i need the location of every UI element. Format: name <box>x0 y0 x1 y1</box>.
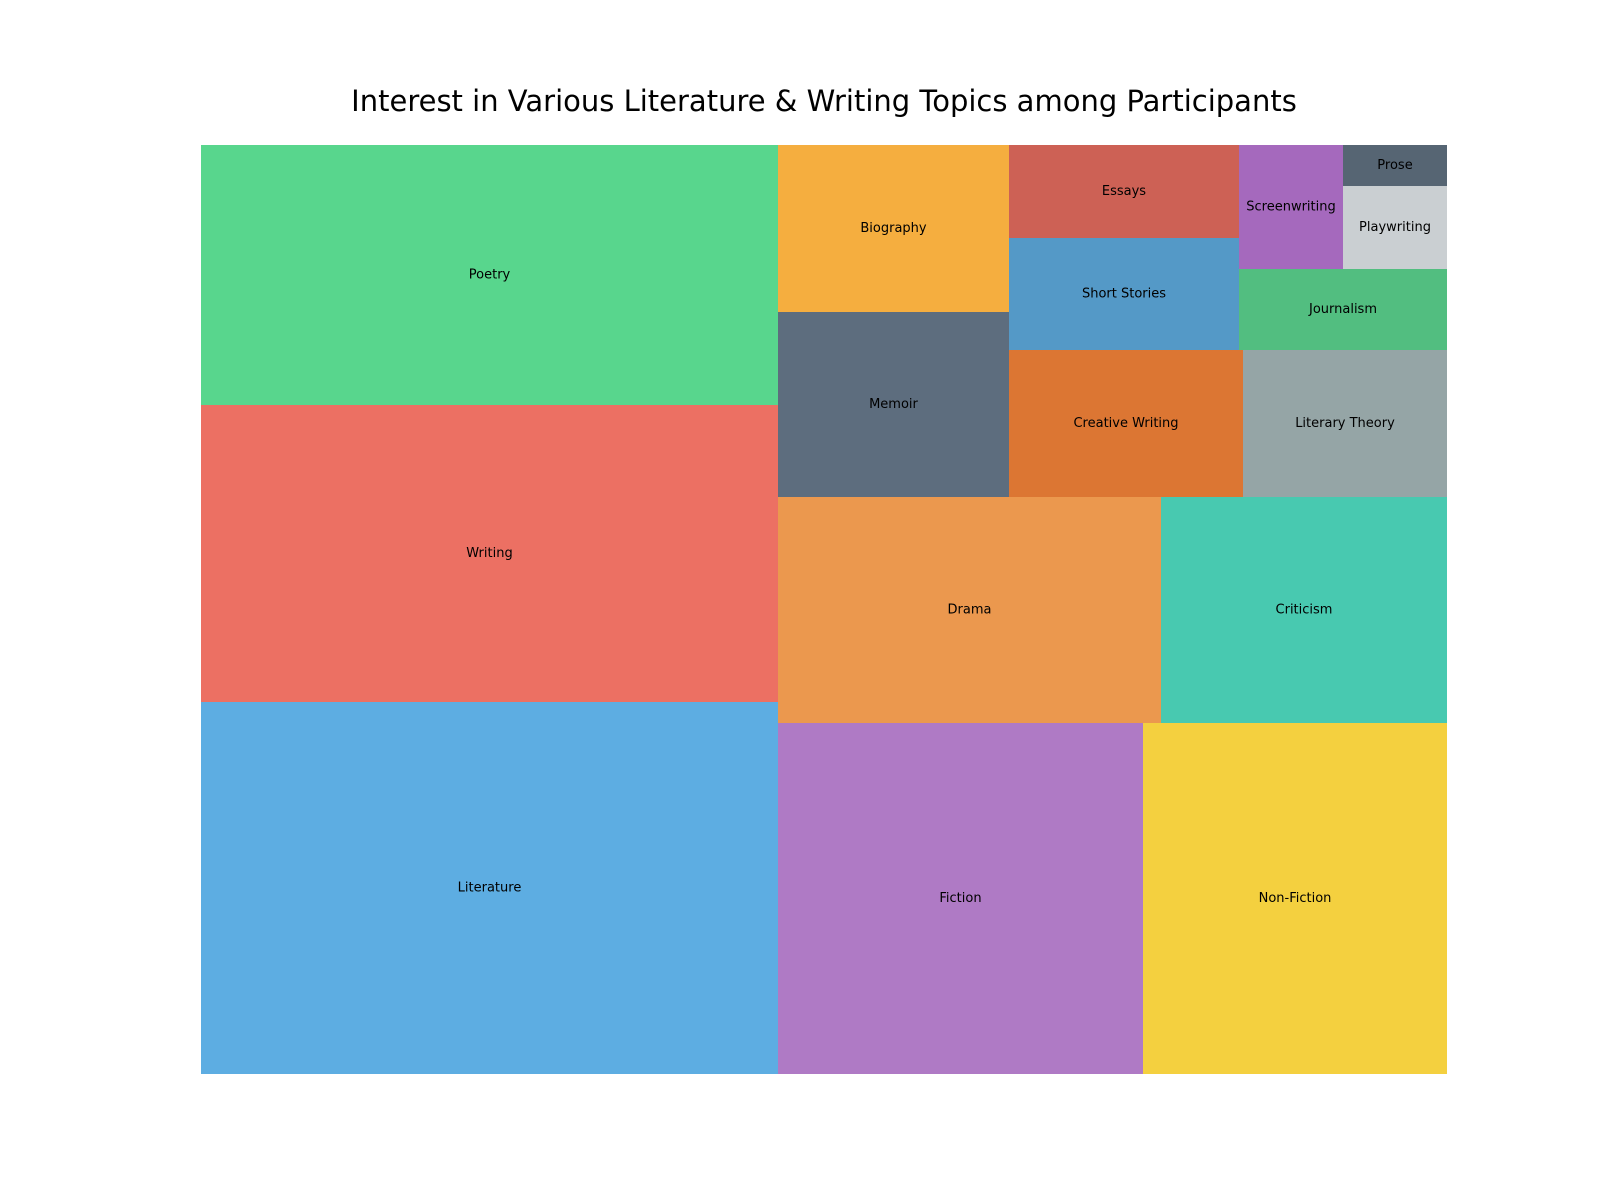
tile-label-screenwriting: Screenwriting <box>1246 200 1335 215</box>
tile-prose <box>1343 145 1447 186</box>
tile-biography <box>778 145 1009 312</box>
tile-label-prose: Prose <box>1377 158 1412 173</box>
tile-essays <box>1009 145 1239 238</box>
tile-label-non-fiction: Non-Fiction <box>1259 891 1332 906</box>
tile-screenwriting <box>1239 145 1343 269</box>
tile-label-drama: Drama <box>948 603 992 618</box>
tile-label-memoir: Memoir <box>869 397 918 412</box>
tile-label-biography: Biography <box>860 221 927 236</box>
tile-label-criticism: Criticism <box>1276 603 1333 618</box>
tile-fiction <box>778 723 1143 1074</box>
tile-literary-theory <box>1243 350 1447 497</box>
tile-creative-writing <box>1009 350 1243 497</box>
tile-label-essays: Essays <box>1102 184 1146 199</box>
tile-literature <box>201 702 778 1074</box>
tile-label-literature: Literature <box>458 881 522 896</box>
tile-label-literary-theory: Literary Theory <box>1295 416 1395 431</box>
tile-short-stories <box>1009 238 1239 350</box>
tile-label-playwriting: Playwriting <box>1359 220 1431 235</box>
tile-journalism <box>1239 269 1447 350</box>
tile-label-fiction: Fiction <box>939 891 981 906</box>
tile-label-journalism: Journalism <box>1308 302 1377 317</box>
tile-drama <box>778 497 1161 723</box>
tile-playwriting <box>1343 186 1447 269</box>
chart-title: Interest in Various Literature & Writing… <box>351 84 1297 118</box>
tile-poetry <box>201 145 778 405</box>
tile-writing <box>201 405 778 702</box>
tile-memoir <box>778 312 1009 497</box>
tile-label-short-stories: Short Stories <box>1082 287 1166 302</box>
tile-non-fiction <box>1143 723 1447 1074</box>
tile-label-creative-writing: Creative Writing <box>1073 416 1178 431</box>
tile-criticism <box>1161 497 1447 723</box>
tile-label-writing: Writing <box>466 546 512 561</box>
tile-label-poetry: Poetry <box>469 268 511 283</box>
